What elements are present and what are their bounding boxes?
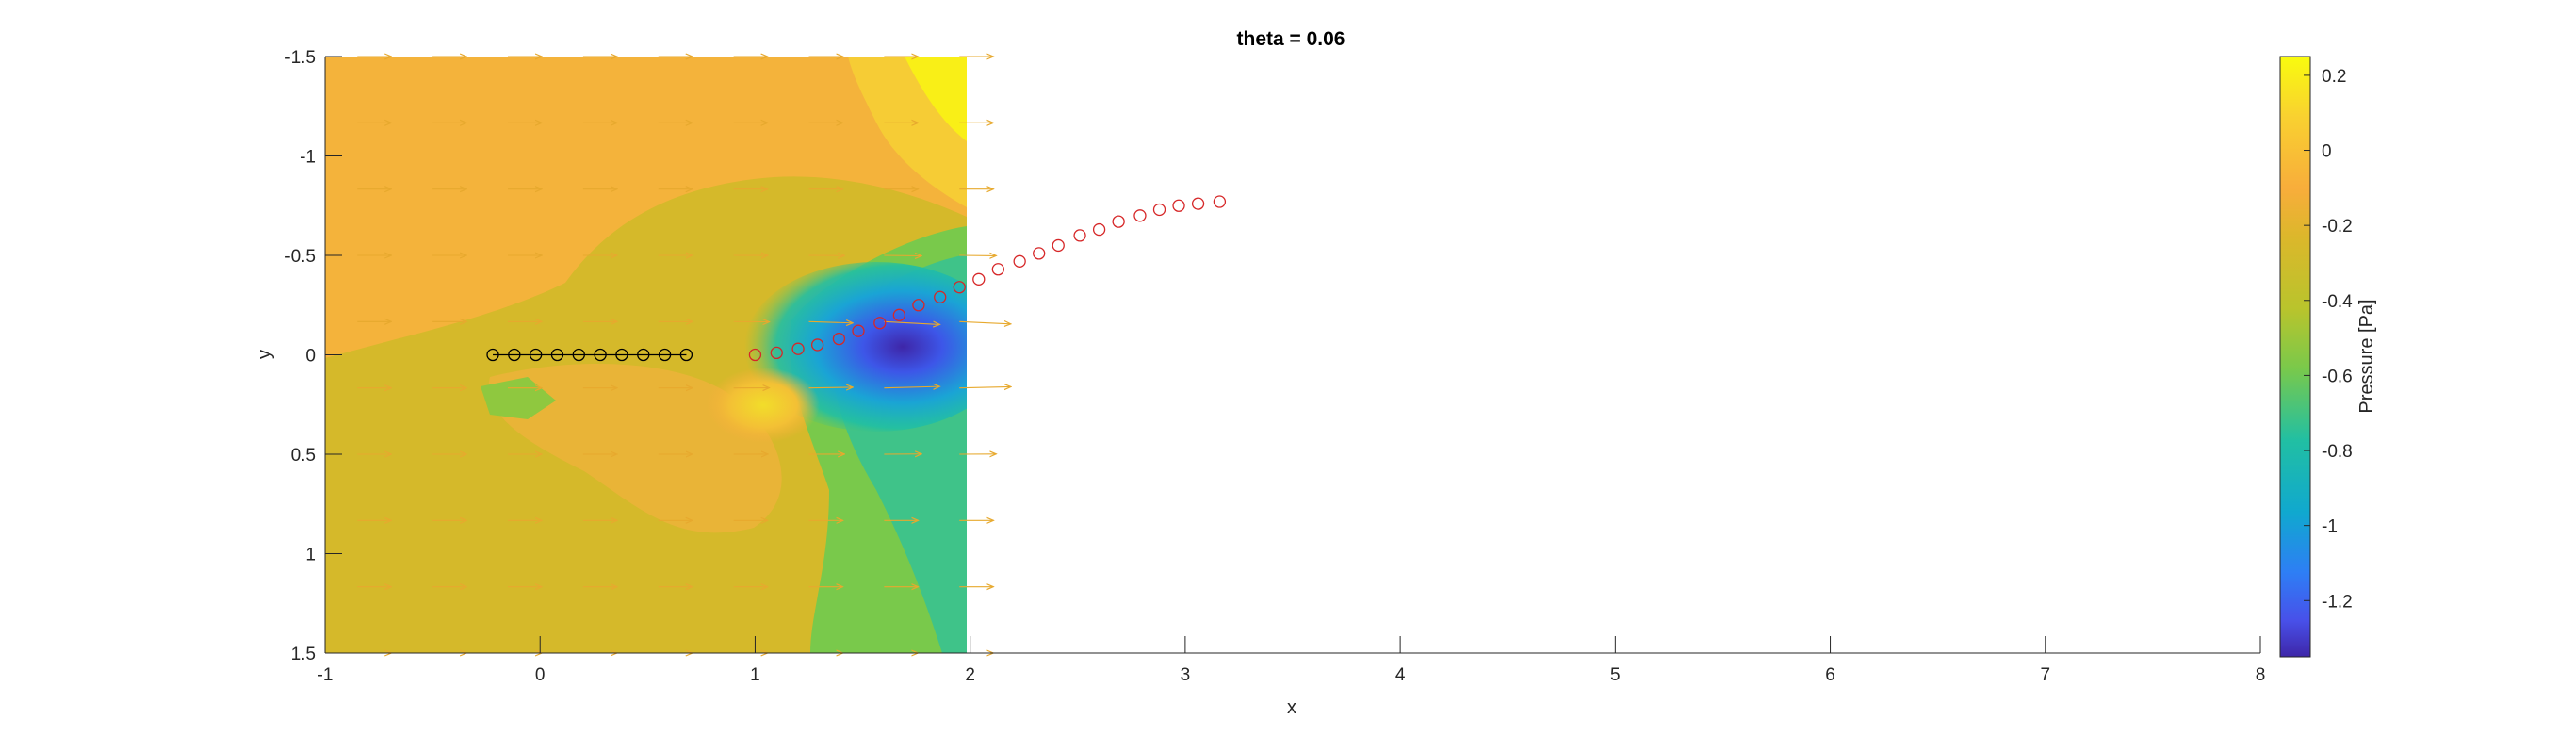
data-point	[1052, 238, 1065, 253]
data-point	[1033, 247, 1046, 260]
data-point	[550, 348, 564, 362]
data-point	[637, 348, 650, 362]
data-point	[873, 317, 887, 330]
data-point	[1073, 229, 1086, 242]
data-point	[594, 348, 607, 362]
quiver-arrow	[808, 321, 854, 322]
series-layer	[486, 195, 1227, 362]
colorbar-tick-label: 0	[2322, 142, 2332, 162]
x-tick-label: 1	[750, 665, 760, 685]
trajectory-markers-series	[748, 195, 1227, 362]
colorbar-tick-label: 0.2	[2322, 67, 2346, 87]
x-tick-label: 6	[1825, 665, 1835, 685]
data-point	[748, 348, 762, 362]
reference-markers-series	[486, 348, 693, 362]
data-point	[934, 290, 947, 303]
data-point	[1112, 215, 1125, 228]
colorbar-tick-label: -0.2	[2322, 217, 2353, 237]
data-point	[1013, 254, 1026, 268]
data-point	[1191, 197, 1205, 210]
data-point	[486, 348, 499, 362]
quiver-arrow	[884, 321, 939, 324]
data-point	[1172, 199, 1185, 212]
data-point	[530, 348, 543, 362]
data-point	[892, 308, 906, 321]
quiver-arrow	[959, 386, 1011, 387]
data-point	[572, 348, 585, 362]
data-point	[972, 272, 986, 286]
data-point	[832, 332, 846, 346]
colorbar-tick-label: -0.4	[2322, 292, 2353, 312]
quiver-arrow	[959, 321, 1011, 323]
data-point	[770, 346, 783, 360]
colorbar-label: Pressure [Pa]	[2356, 299, 2377, 413]
data-point	[658, 348, 672, 362]
y-tick-label: 0.5	[291, 446, 316, 466]
x-tick-label: 5	[1610, 665, 1621, 685]
y-tick-label: 1.5	[291, 645, 316, 664]
data-point	[679, 348, 693, 362]
main-axes: -1 0 1 2 3 4 5 6 7 8 -1.5 -1 -0.5 0 0.5 1 1.5	[285, 48, 2265, 685]
y-tick-label: 0	[305, 347, 316, 367]
x-ticks: -1 0 1 2 3 4 5 6 7 8	[318, 636, 2266, 685]
x-tick-label: 4	[1395, 665, 1406, 685]
x-tick-label: -1	[318, 665, 334, 685]
quiver-arrow	[808, 387, 854, 388]
colorbar: 0.2 0 -0.2 -0.4 -0.6 -0.8 -1 -1.2 Pressure [Pa]	[2279, 56, 2377, 658]
data-point	[1152, 203, 1166, 217]
chart-title: theta = 0.06	[1237, 28, 1345, 50]
data-point	[1133, 209, 1147, 222]
data-point	[991, 263, 1004, 276]
y-tick-label: -0.5	[285, 247, 316, 267]
colorbar-tick-label: -0.8	[2322, 442, 2353, 462]
data-point	[791, 342, 805, 355]
data-point	[615, 348, 628, 362]
colorbar-ticks: 0.2 0 -0.2 -0.4 -0.6 -0.8 -1 -1.2	[2304, 67, 2353, 612]
x-tick-label: 2	[965, 665, 975, 685]
data-point	[1213, 195, 1227, 208]
y-tick-label: -1.5	[285, 48, 316, 68]
data-point	[508, 348, 521, 362]
x-tick-label: 3	[1181, 665, 1191, 685]
colorbar-tick-label: -0.6	[2322, 367, 2353, 386]
colorbar-tick-label: -1	[2322, 517, 2338, 537]
colorbar-gradient	[2279, 56, 2311, 658]
y-tick-label: 1	[305, 546, 316, 565]
x-tick-label: 8	[2256, 665, 2266, 685]
y-tick-label: -1	[300, 148, 316, 168]
x-tick-label: 0	[535, 665, 546, 685]
data-point	[953, 281, 966, 294]
data-point	[912, 299, 925, 312]
data-point	[1092, 222, 1106, 237]
colorbar-tick-label: -1.2	[2322, 592, 2353, 612]
x-axis-label: x	[1287, 697, 1296, 718]
data-point	[852, 324, 865, 337]
data-point	[810, 338, 824, 352]
y-axis-label: y	[254, 350, 275, 359]
quiver-arrow	[884, 386, 939, 388]
x-tick-label: 7	[2040, 665, 2050, 685]
y-ticks: -1.5 -1 -0.5 0 0.5 1 1.5	[285, 48, 342, 664]
